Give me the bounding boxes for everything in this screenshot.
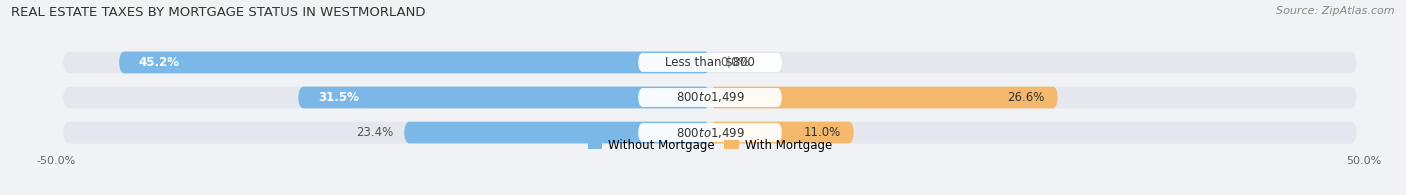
Text: Less than $800: Less than $800 [665, 56, 755, 69]
FancyBboxPatch shape [63, 52, 1357, 73]
FancyBboxPatch shape [63, 122, 1357, 143]
FancyBboxPatch shape [120, 52, 710, 73]
Text: $800 to $1,499: $800 to $1,499 [675, 90, 745, 105]
Text: 45.2%: 45.2% [139, 56, 180, 69]
FancyBboxPatch shape [638, 53, 782, 72]
FancyBboxPatch shape [710, 122, 853, 143]
Legend: Without Mortgage, With Mortgage: Without Mortgage, With Mortgage [588, 139, 832, 152]
Text: 11.0%: 11.0% [804, 126, 841, 139]
Text: 26.6%: 26.6% [1007, 91, 1045, 104]
FancyBboxPatch shape [638, 88, 782, 107]
Text: 31.5%: 31.5% [318, 91, 359, 104]
Text: REAL ESTATE TAXES BY MORTGAGE STATUS IN WESTMORLAND: REAL ESTATE TAXES BY MORTGAGE STATUS IN … [11, 6, 426, 19]
Text: 23.4%: 23.4% [356, 126, 394, 139]
FancyBboxPatch shape [298, 87, 710, 108]
FancyBboxPatch shape [63, 87, 1357, 108]
Text: $800 to $1,499: $800 to $1,499 [675, 126, 745, 140]
FancyBboxPatch shape [638, 123, 782, 142]
Text: 0.0%: 0.0% [720, 56, 751, 69]
FancyBboxPatch shape [710, 87, 1057, 108]
FancyBboxPatch shape [404, 122, 710, 143]
Text: Source: ZipAtlas.com: Source: ZipAtlas.com [1277, 6, 1395, 16]
